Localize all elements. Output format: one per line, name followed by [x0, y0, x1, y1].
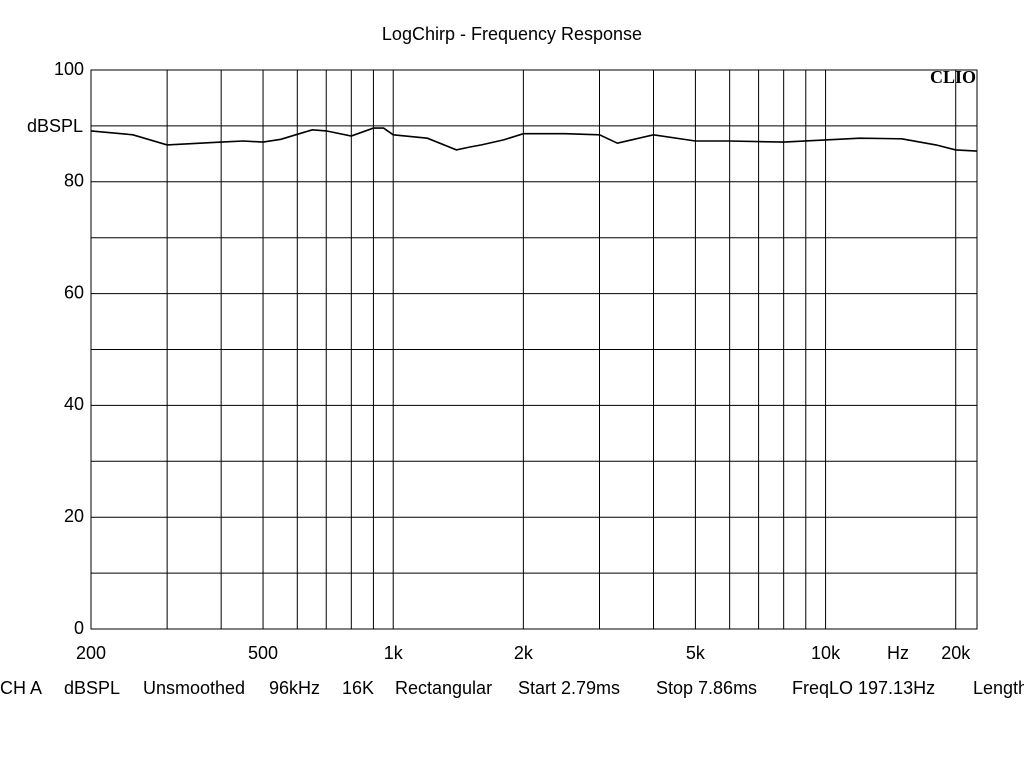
- x-tick-label: 10k: [811, 643, 841, 663]
- brand: CLIO: [930, 67, 976, 87]
- footer-item: FreqLO 197.13Hz: [792, 678, 935, 698]
- y-tick-label: 100: [54, 59, 84, 79]
- y-tick-label: 40: [64, 394, 84, 414]
- x-tick-label: 1k: [384, 643, 404, 663]
- x-tick-label: 20k: [941, 643, 971, 663]
- x-tick-label: 200: [76, 643, 106, 663]
- footer-item: Unsmoothed: [143, 678, 245, 698]
- footer-item: dBSPL: [64, 678, 120, 698]
- y-tick-label: 20: [64, 506, 84, 526]
- y-tick-label: 0: [74, 618, 84, 638]
- footer-item: Stop 7.86ms: [656, 678, 757, 698]
- series-line: [90, 127, 978, 152]
- x-tick-label: 2k: [514, 643, 534, 663]
- y-axis-label: dBSPL: [27, 116, 83, 136]
- x-tick-label: 500: [248, 643, 278, 663]
- chart-title: LogChirp - Frequency Response: [382, 24, 642, 44]
- footer-item: 16K: [342, 678, 374, 698]
- x-tick-label: 5k: [686, 643, 706, 663]
- footer-item: CH A: [0, 678, 42, 698]
- y-tick-label: 60: [64, 282, 84, 302]
- x-axis-label: Hz: [887, 643, 909, 663]
- footer-item: Start 2.79ms: [518, 678, 620, 698]
- y-tick-label: 80: [64, 171, 84, 191]
- footer-item: Rectangular: [395, 678, 492, 698]
- footer-item: Length: [973, 678, 1024, 698]
- footer-item: 96kHz: [269, 678, 320, 698]
